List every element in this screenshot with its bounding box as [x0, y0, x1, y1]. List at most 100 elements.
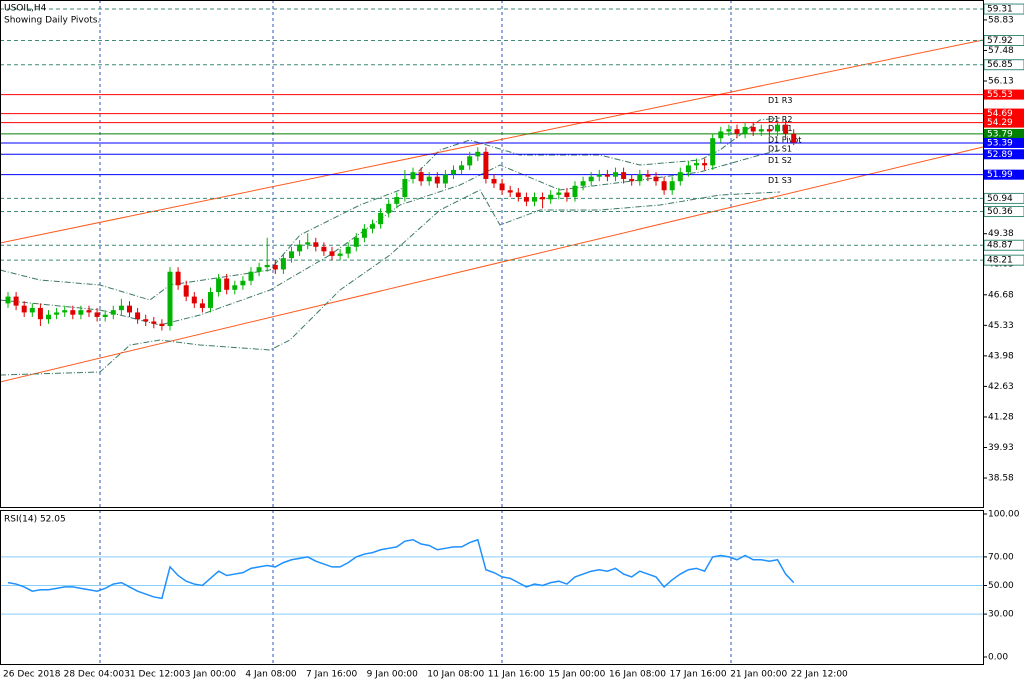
candle-body [167, 271, 173, 327]
candle-body [264, 264, 270, 268]
candle-body [135, 312, 141, 320]
chart-title: USOIL,H4 [4, 4, 47, 14]
candle-body [127, 305, 132, 313]
candle-body [734, 129, 740, 134]
candle-body [240, 280, 246, 286]
pivot-label-box [984, 149, 1024, 160]
y-tick-label: 41.28 [988, 412, 1014, 422]
y-tick-label: 58.83 [988, 15, 1014, 25]
candle-body [118, 305, 124, 311]
pivot-label-box [984, 137, 1024, 148]
candle-body [86, 310, 92, 313]
level-label: 56.85 [987, 60, 1013, 70]
y-tick-label: 57.48 [988, 46, 1014, 56]
pivot-label: 54.29 [987, 118, 1013, 128]
level-label: 50.94 [987, 194, 1013, 204]
candle-body [629, 178, 635, 182]
candle-body [37, 307, 43, 320]
candle-body [766, 129, 772, 132]
candle-body [710, 138, 716, 166]
level-label: 48.87 [987, 241, 1013, 251]
candle-body [46, 314, 51, 320]
candle-body [758, 129, 764, 132]
y-tick-label: 43.98 [988, 351, 1014, 361]
candle-body [353, 237, 359, 247]
candle-body [645, 174, 651, 177]
y-tick-label: 0.00 [988, 652, 1008, 662]
candle-body [289, 251, 294, 259]
candle-body [572, 185, 578, 198]
candle-body [21, 305, 27, 313]
candle-body [515, 192, 521, 198]
y-tick-label: 45.33 [988, 321, 1014, 331]
candle-body [783, 124, 789, 134]
candle-body [540, 197, 546, 200]
candle-body [321, 246, 327, 252]
y-tick-label: 30.00 [988, 610, 1014, 620]
candle-body [694, 163, 699, 166]
candle-body [313, 242, 319, 247]
candle-body [483, 151, 489, 179]
candle-body [62, 310, 68, 313]
candle-body [418, 172, 424, 182]
candle-body [208, 292, 213, 308]
x-tick-label: 17 Jan 16:00 [670, 670, 727, 680]
pivot-name: D1 S1 [768, 144, 792, 153]
candle-body [175, 271, 181, 286]
candle-body [661, 181, 667, 191]
pivot-label: 55.53 [987, 90, 1013, 100]
candle-body [726, 129, 732, 132]
candle-body [459, 165, 465, 170]
pivot-label-box [984, 117, 1024, 128]
candle-body [272, 264, 278, 270]
level-label: 48.21 [987, 256, 1013, 266]
candle-body [394, 197, 400, 204]
rsi-panel: 100.00 70.00 50.00 30.00 0.00 [0, 510, 1020, 662]
rsi-title: RSI(14) 52.05 [4, 515, 66, 525]
candle-body [386, 203, 392, 213]
candle-body [54, 312, 60, 315]
candle-body [548, 194, 554, 200]
candle-body [305, 242, 311, 245]
x-tick-label: 10 Jan 08:00 [427, 670, 484, 680]
pivot-label: 52.89 [987, 150, 1013, 160]
bands [0, 117, 781, 376]
candle-body [29, 307, 35, 313]
level-label: 50.36 [987, 207, 1013, 217]
pivot-name: D1 R1 [768, 124, 792, 133]
candle-body [532, 197, 537, 202]
y-tick-label: 70.00 [988, 552, 1014, 562]
candle-body [94, 312, 100, 317]
candle-body [564, 192, 570, 198]
pivot-label-box [984, 128, 1024, 139]
candle-body [580, 181, 586, 186]
candle-body [604, 174, 610, 177]
candle-body [613, 172, 618, 177]
candle-body [556, 192, 562, 195]
pivot-name: D1 S2 [768, 156, 792, 165]
candle-body [280, 258, 286, 270]
candle-body [596, 174, 602, 177]
x-tick-label: 26 Dec 2018 [3, 670, 61, 680]
x-tick-label: 16 Jan 08:00 [609, 670, 666, 680]
candle-body [523, 197, 529, 202]
candle-body [256, 267, 262, 272]
pivot-name: D1 Pivot [768, 135, 801, 144]
candle-body [70, 310, 76, 315]
x-tick-label: 11 Jan 16:00 [488, 670, 545, 680]
candle-body [78, 310, 84, 315]
candle-body [199, 303, 205, 308]
candle-body [750, 126, 756, 132]
price-frame [0, 0, 984, 508]
candle-body [361, 228, 367, 238]
level-label: 57.92 [987, 36, 1013, 46]
candle-body [410, 172, 416, 179]
pivot-name: D1 S3 [768, 176, 792, 185]
x-tick-label: 3 Jan 00:00 [185, 670, 237, 680]
pivot-label-box [984, 89, 1024, 100]
pivot-label: 54.69 [987, 109, 1013, 119]
price-panel: 58.8357.4856.1349.3848.0346.6845.3343.98… [0, 3, 1024, 680]
candle-body [110, 310, 116, 315]
